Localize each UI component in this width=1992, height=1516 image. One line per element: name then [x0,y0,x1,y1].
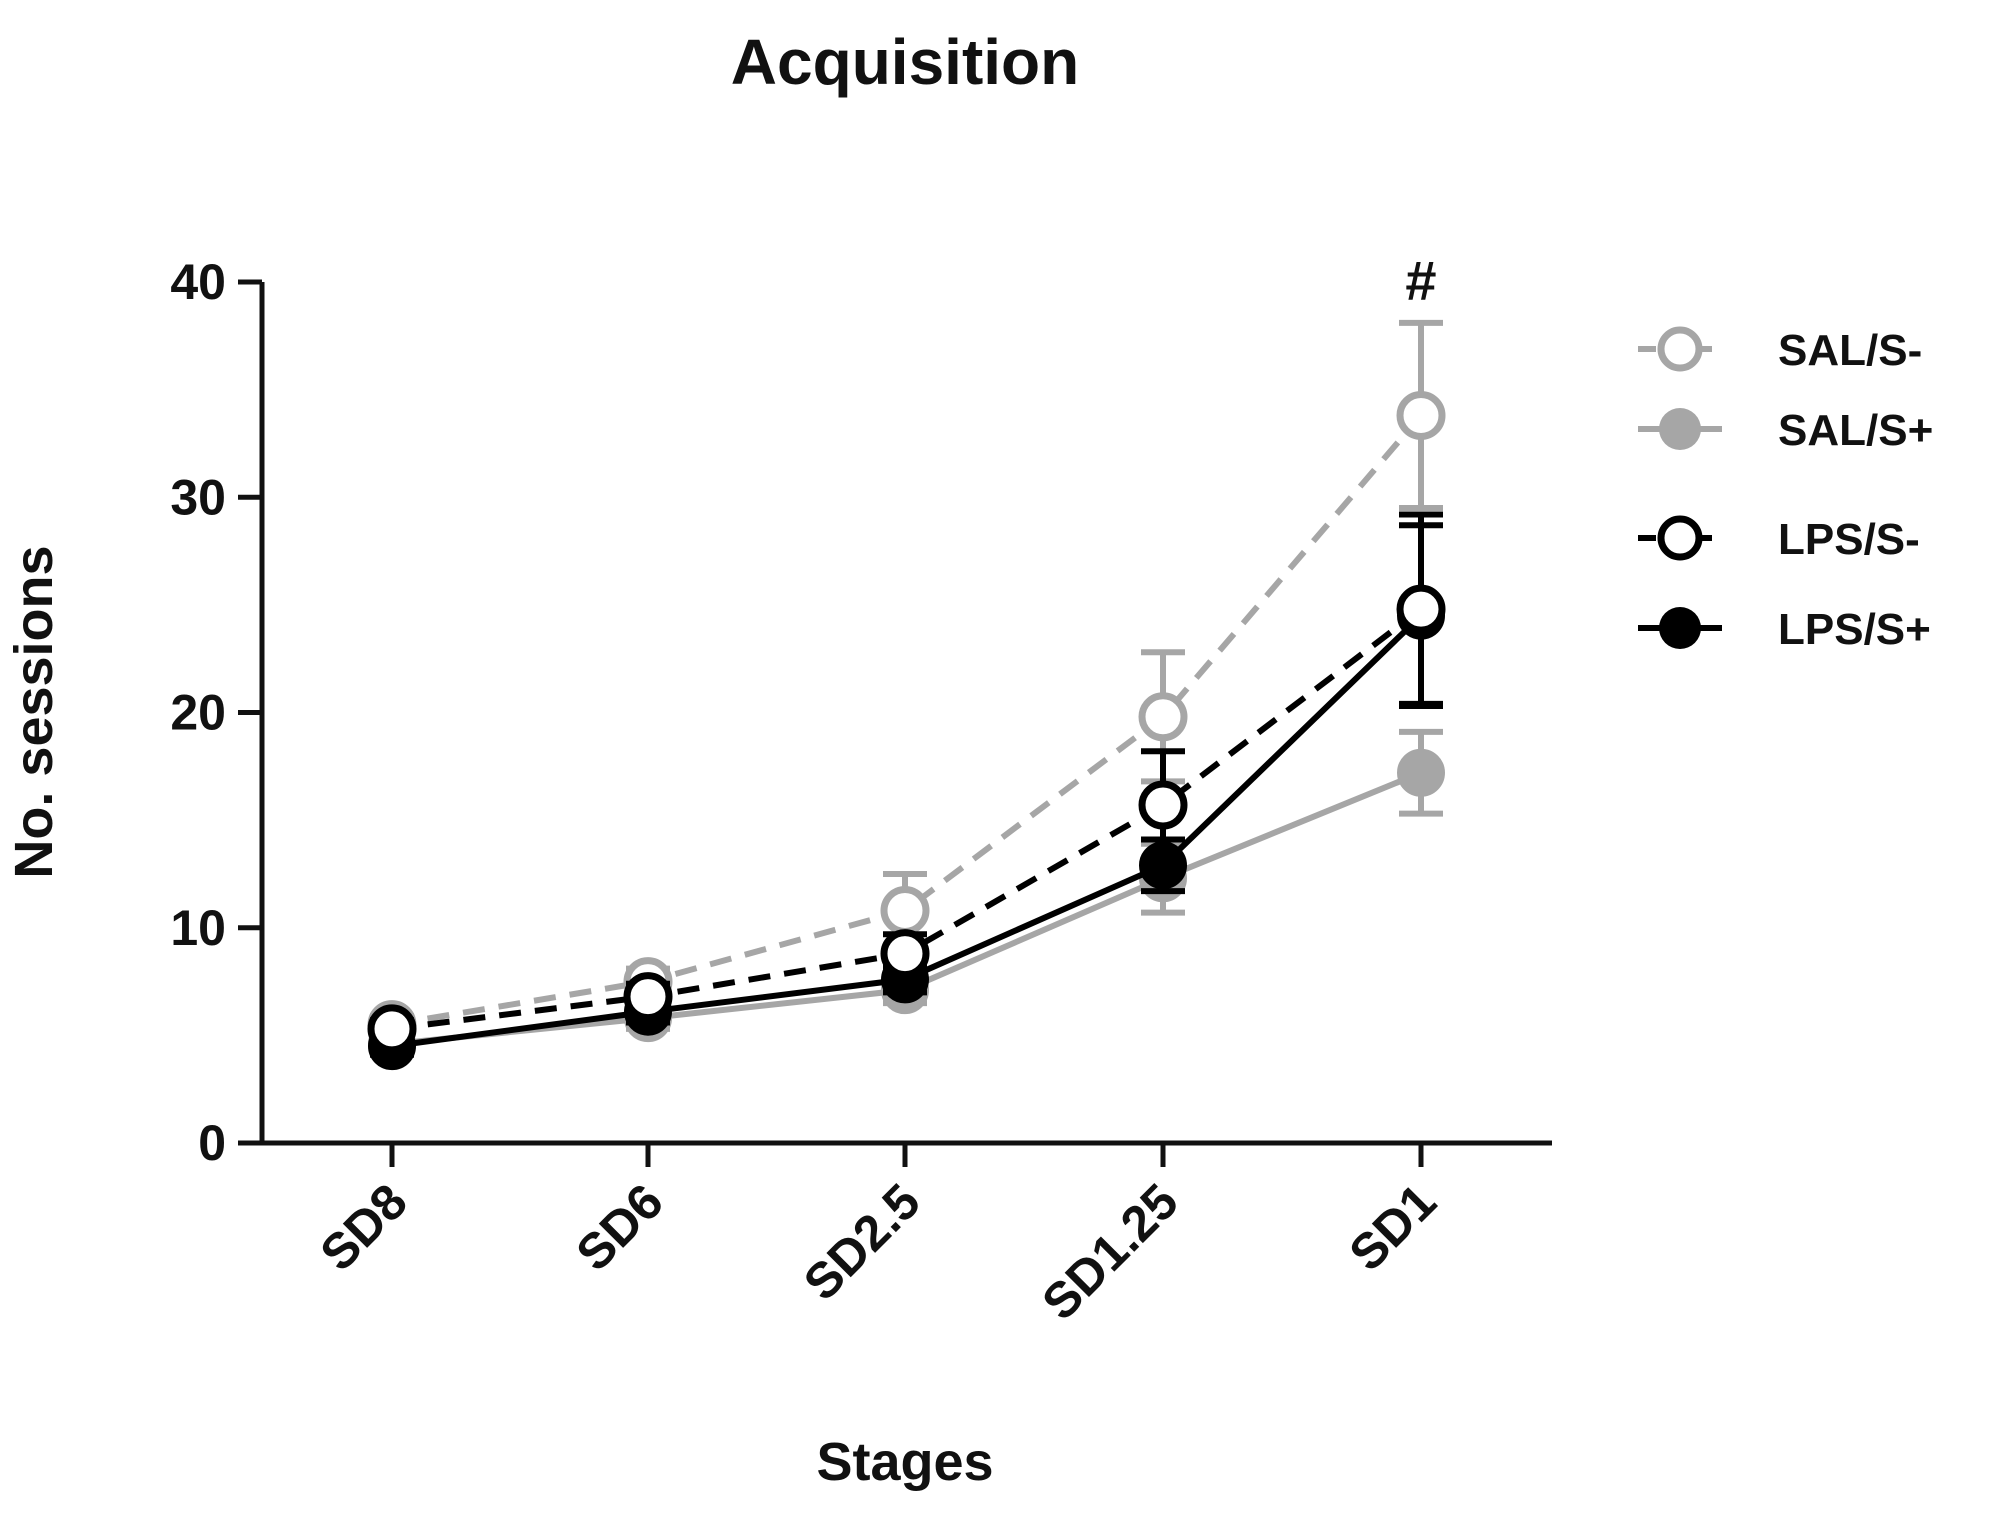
data-point [1396,584,1446,634]
legend-marker [1657,515,1703,561]
y-axis-label: No. sessions [4,545,64,878]
y-tick-label: 40 [170,254,226,310]
data-point [367,1004,417,1054]
y-tick-label: 30 [170,469,226,525]
series-LPS/S+ [368,522,1445,1071]
legend-marker [1659,408,1701,450]
series-line [391,413,1424,1028]
legend-item: SAL/S+ [1638,406,1933,455]
legend-label: SAL/S+ [1778,406,1933,455]
y-axis-ticks: 0 10 20 30 40 [170,254,262,1171]
chart-title: Acquisition [731,26,1079,98]
y-tick-label: 10 [170,900,226,956]
data-point [1138,780,1188,830]
x-tick-label: SD1.25 [1031,1173,1189,1331]
data-point [880,886,930,936]
y-tick-label: 20 [170,685,226,741]
x-tick-label: SD8 [309,1173,417,1281]
data-point [1397,748,1445,797]
data-point [1396,390,1446,440]
legend-marker [1657,326,1703,372]
legend-label: LPS/S- [1778,515,1920,564]
data-point [880,929,930,979]
legend-marker [1659,607,1701,649]
legend-item: SAL/S- [1638,326,1922,375]
y-tick-label: 0 [198,1115,226,1171]
x-tick-label: SD6 [565,1173,673,1281]
legend-label: SAL/S- [1778,326,1922,375]
series-LPS/S- [367,511,1446,1054]
plot-area [367,319,1446,1071]
x-tick-label: SD1 [1338,1173,1446,1281]
data-point [623,972,673,1022]
x-tick-label: SD2.5 [793,1173,931,1311]
legend: SAL/S- SAL/S+ LPS/S- LPS/S+ [1638,326,1933,654]
x-axis-label: Stages [816,1432,993,1492]
legend-item: LPS/S- [1638,515,1920,564]
x-axis-ticks: SD8 SD6 SD2.5 SD1.25 SD1 [309,1143,1447,1331]
annotations: # [1405,249,1436,312]
legend-item: LPS/S+ [1638,605,1931,654]
data-point [1138,692,1188,742]
legend-label: LPS/S+ [1778,605,1931,654]
significance-marker: # [1405,249,1436,312]
